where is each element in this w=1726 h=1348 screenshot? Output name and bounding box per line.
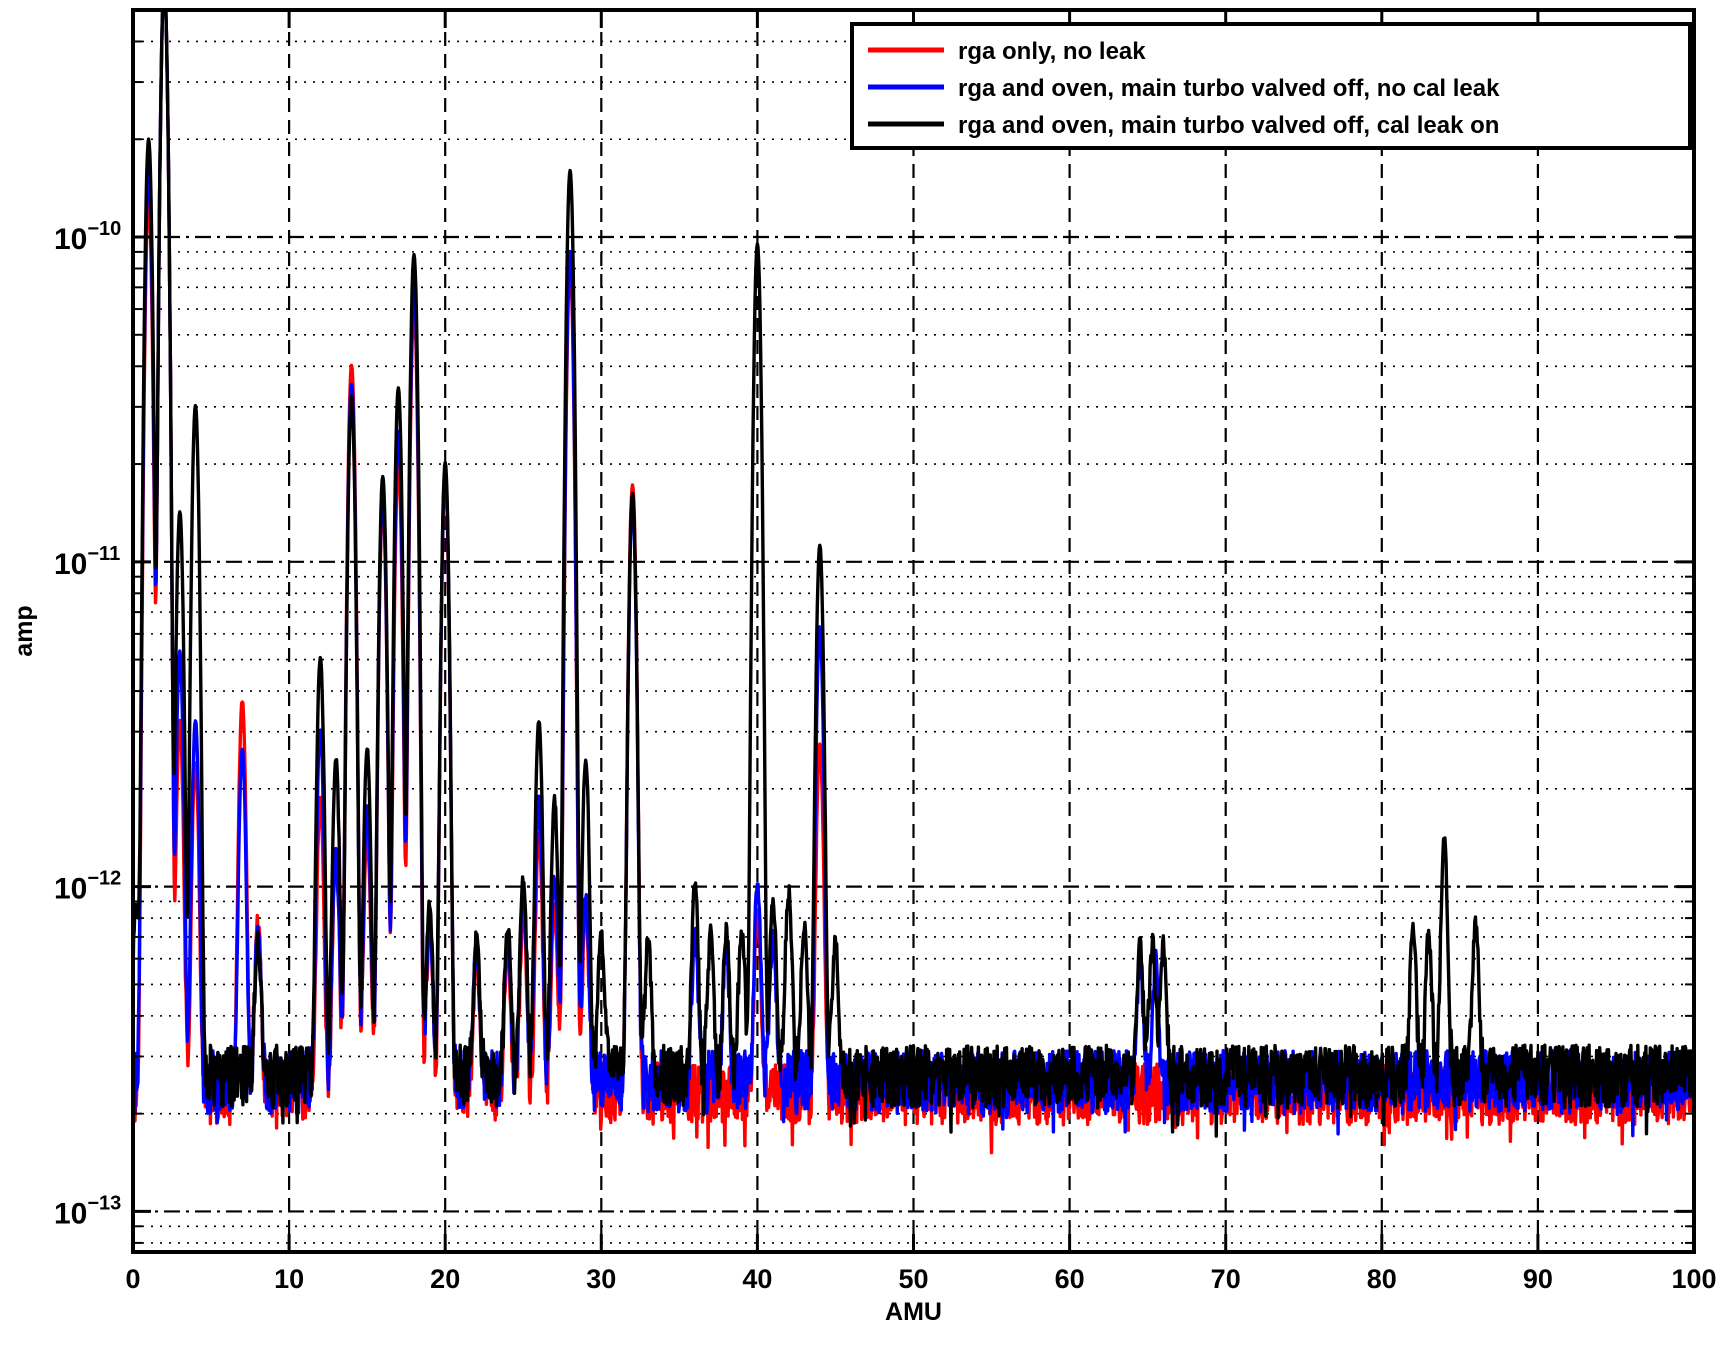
y-tick-label: 10−13 — [54, 1192, 121, 1230]
legend-box — [850, 22, 1692, 150]
axis-ticks: 10−13 10−12 10−11 10−10 0 10 20 30 40 50 60 70 80 90 1… — [54, 9, 1717, 1294]
x-tick-label: 90 — [1523, 1264, 1553, 1294]
x-tick-label: 0 — [125, 1264, 140, 1294]
y-tick-label: 10−11 — [54, 543, 120, 581]
x-tick-label: 100 — [1671, 1264, 1716, 1294]
x-axis-label: AMU — [885, 1298, 942, 1326]
x-tick-label: 20 — [430, 1264, 460, 1294]
series-lines — [133, 10, 1694, 1155]
legend-entry-no-cal-leak: rga and oven, main turbo valved off, no … — [958, 75, 1500, 102]
y-tick-label: 10−12 — [54, 868, 121, 906]
y-axis-label: amp — [10, 605, 38, 656]
series-line — [133, 10, 1694, 1138]
legend-entry-rga-only: rga only, no leak — [958, 38, 1146, 65]
legend-entry-cal-leak-on: rga and oven, main turbo valved off, cal… — [958, 112, 1499, 139]
x-tick-label: 30 — [586, 1264, 616, 1294]
legend: rga only, no leak rga and oven, main tur… — [850, 22, 1692, 150]
x-tick-label: 40 — [742, 1264, 772, 1294]
x-tick-label: 70 — [1211, 1264, 1241, 1294]
x-tick-label: 50 — [898, 1264, 928, 1294]
x-tick-label: 80 — [1367, 1264, 1397, 1294]
x-tick-label: 60 — [1055, 1264, 1085, 1294]
y-tick-label: 10−10 — [54, 218, 121, 256]
grid — [133, 9, 1694, 1252]
x-tick-label: 10 — [274, 1264, 304, 1294]
